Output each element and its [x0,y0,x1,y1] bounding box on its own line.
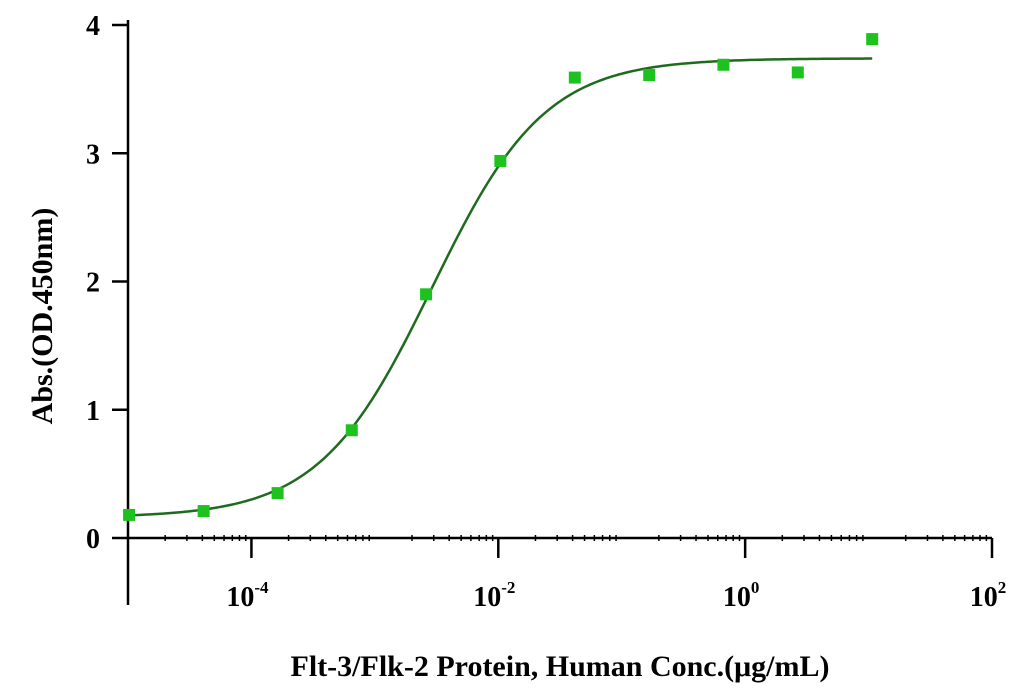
data-point-2 [271,487,284,500]
axes [126,20,992,605]
data-point-4 [420,288,433,301]
x-tick-label-1: 10-2 [473,578,515,613]
data-point-8 [717,58,730,71]
data-point-10 [866,33,879,46]
data-point-3 [345,424,358,437]
x-minor-ticks [164,535,988,541]
x-axis-title: Flt-3/Flk-2 Protein, Human Conc.(μg/mL) [291,650,830,683]
x-tick-label-2: 100 [723,578,760,613]
y-tick-label-4: 4 [86,11,100,42]
y-tick-label-0: 0 [86,524,100,555]
data-point-5 [494,154,507,167]
x-ticks: 10-4 10-2 100 102 [226,538,1006,613]
x-tick-label-0: 10-4 [226,578,269,613]
data-point-6 [568,71,581,84]
x-tick-label-3: 102 [970,578,1007,613]
data-point-1 [197,505,210,518]
y-ticks: 0 1 2 3 4 [86,11,128,555]
data-point-7 [643,69,656,82]
y-axis-title: Abs.(OD.450nm) [26,208,59,425]
data-points [123,33,879,521]
y-tick-label-2: 2 [86,268,100,299]
data-point-0 [123,508,136,521]
fit-curve [129,57,873,517]
data-point-9 [791,66,804,79]
y-tick-label-1: 1 [86,396,100,427]
y-tick-label-3: 3 [86,139,100,170]
